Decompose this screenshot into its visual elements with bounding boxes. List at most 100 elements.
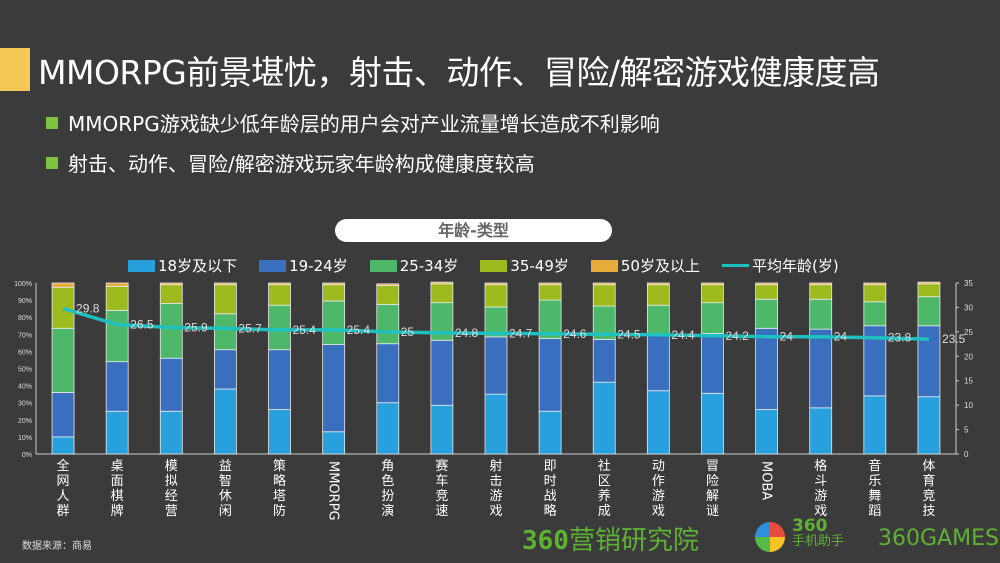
right-axis-tick-label: 30 <box>964 303 973 312</box>
bar-segment <box>214 388 237 455</box>
average-age-data-label: 25 <box>401 325 415 339</box>
legend-label: 50岁及以上 <box>620 257 700 275</box>
bar-segment <box>917 396 941 455</box>
bar-segment <box>863 282 887 286</box>
legend-label: 35-49岁 <box>510 257 569 275</box>
logo-num: 360 <box>792 516 828 536</box>
legend-item: 35-49岁 <box>480 255 569 276</box>
bar-segment <box>105 361 129 412</box>
average-age-data-label: 24 <box>780 330 794 344</box>
x-axis-category-label: 全网人群 <box>57 458 70 519</box>
average-age-data-label: 24.4 <box>671 328 695 342</box>
logo-num: 360 <box>522 526 569 556</box>
bar-segment <box>917 281 941 285</box>
left-axis-tick-label: 30% <box>18 401 32 408</box>
average-age-data-label: 26.5 <box>130 318 154 332</box>
bar-segment <box>159 410 183 455</box>
bar-segment <box>538 282 562 286</box>
average-age-data-label: 25.4 <box>347 323 371 337</box>
bar-segment <box>863 301 887 327</box>
bar-segment <box>863 395 887 455</box>
bar-segment <box>755 284 778 300</box>
average-age-data-label: 23.5 <box>942 332 966 346</box>
bar-segment <box>646 390 670 455</box>
left-axis-tick-label: 40% <box>18 384 32 391</box>
average-age-data-label: 29.8 <box>76 301 100 315</box>
bar-segment <box>268 304 291 351</box>
bullet-text: MMORPG游戏缺少低年龄层的用户会对产业流量增长造成不利影响 <box>68 112 660 136</box>
bar-segment <box>51 436 75 455</box>
legend-swatch <box>480 259 508 272</box>
bar-segment <box>322 431 346 455</box>
right-axis-tick-label: 25 <box>964 328 973 337</box>
x-axis-category-label: 益智休闲 <box>219 459 232 519</box>
logo-360-research: 360营销研究院 <box>522 520 699 557</box>
left-axis-tick-label: 60% <box>18 349 32 356</box>
bar-segment <box>105 410 129 455</box>
bar-segment <box>105 309 129 363</box>
bar-segment <box>430 404 454 455</box>
bar-segment <box>646 284 670 306</box>
bar-segment <box>430 283 454 304</box>
x-axis-category-label: MMORPG <box>326 461 341 521</box>
bar-segment <box>159 282 183 286</box>
bar-segment <box>51 392 75 438</box>
bar-segment <box>538 410 562 455</box>
bar-segment <box>809 284 833 300</box>
bar-segment <box>51 282 75 288</box>
bar-segment <box>809 282 833 286</box>
left-axis-tick-label: 20% <box>18 418 32 425</box>
bullet-text: 射击、动作、冒险/解密游戏玩家年龄构成健康度较高 <box>68 152 535 176</box>
logo-360-assistant: 360 手机助手 <box>792 516 844 550</box>
legend-swatch <box>590 259 618 272</box>
title-accent-bar <box>0 48 30 91</box>
logo-360-assistant-icon <box>755 522 785 552</box>
x-axis-category-label: 角色扮演 <box>381 459 394 519</box>
bar-segment <box>701 282 724 286</box>
x-axis-category-label: 即时战略 <box>544 459 557 519</box>
right-axis-tick-label: 5 <box>964 426 969 435</box>
left-axis-tick-label: 100% <box>14 281 32 288</box>
data-source: 数据来源：商易 <box>22 541 92 552</box>
left-axis-tick-label: 50% <box>18 367 32 374</box>
bar-segment <box>701 302 724 334</box>
bar-segment <box>538 284 562 301</box>
bar-segment <box>268 282 291 286</box>
x-axis-category-label: MOBA <box>759 461 774 500</box>
legend-swatch <box>128 259 155 272</box>
bar-segment <box>430 281 454 285</box>
x-axis-category-label: 桌面棋牌 <box>111 459 124 519</box>
bullet-item: MMORPG游戏缺少低年龄层的用户会对产业流量增长造成不利影响 <box>46 108 660 137</box>
average-age-data-label: 25.4 <box>293 323 317 337</box>
bar-segment <box>917 325 941 398</box>
bar-segment <box>268 284 291 306</box>
bar-segment <box>917 283 941 298</box>
bar-segment <box>105 286 129 311</box>
left-axis-tick-label: 0% <box>22 452 32 459</box>
average-age-data-label: 24 <box>834 330 848 344</box>
bar-segment <box>159 357 183 412</box>
right-axis-tick-label: 0 <box>964 450 969 459</box>
average-age-data-label: 24.6 <box>563 327 587 341</box>
bar-segment <box>214 284 237 315</box>
bar-segment <box>376 402 400 455</box>
bar-segment <box>484 284 508 308</box>
x-axis-category-label: 赛车竞速 <box>435 458 448 519</box>
legend-label: 平均年龄(岁) <box>751 257 839 275</box>
legend-item: 平均年龄(岁) <box>721 255 839 276</box>
legend-item: 19-24岁 <box>259 255 348 276</box>
bar-segment <box>268 409 291 455</box>
logo-360-games: 360GAMES游戏 <box>878 526 1000 551</box>
bar-segment <box>646 282 670 286</box>
logo-text: 营销研究院 <box>568 526 699 556</box>
bar-segment <box>214 313 237 351</box>
x-axis-category-label: 冒险解谜 <box>706 459 719 519</box>
bar-segment <box>809 328 833 409</box>
left-axis-tick-label: 70% <box>18 332 32 339</box>
x-axis-category-label: 格斗游戏 <box>814 458 827 519</box>
bar-segment <box>592 284 616 307</box>
legend-swatch <box>259 259 287 272</box>
bar-segment <box>592 381 616 455</box>
average-age-data-label: 24.8 <box>455 326 479 340</box>
page-title: MMORPG前景堪忧，射击、动作、冒险/解密游戏健康度高 <box>38 53 880 92</box>
